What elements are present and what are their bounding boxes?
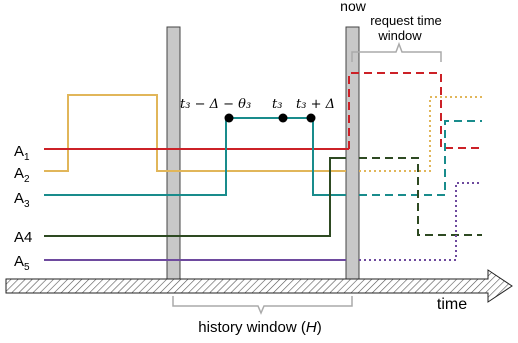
time-axis-label: time <box>437 296 467 313</box>
event-dot-mid <box>278 113 288 123</box>
t-left-label: t₃ − Δ − θ₃ <box>180 97 251 112</box>
t-right-label: t₃ + Δ <box>296 97 335 112</box>
series-a4-line <box>44 157 346 237</box>
series-a5-future <box>359 182 482 261</box>
series-label-a4: A4 <box>14 229 32 246</box>
now-label: now <box>340 0 367 14</box>
request-window-label-2: window <box>377 28 422 43</box>
series-label-a5: A5 <box>14 253 30 273</box>
series-label-a1: A1 <box>14 143 30 163</box>
series-a2-line <box>44 94 346 172</box>
request-window-label-1: request time <box>370 13 442 28</box>
series-a2-future <box>359 96 482 172</box>
series-a3-line <box>44 117 346 196</box>
series-label-a3: A3 <box>14 190 30 210</box>
history-start-bar <box>166 26 181 280</box>
series-a4-future <box>359 157 482 236</box>
series-label-a2: A2 <box>14 165 30 185</box>
series-a1-future <box>348 72 482 149</box>
request-window-brace <box>351 41 442 62</box>
history-window-brace <box>172 296 353 315</box>
event-dot-left <box>224 113 234 123</box>
event-dot-right <box>306 113 316 123</box>
time-axis-arrow <box>5 269 513 303</box>
series-a3-future <box>359 120 482 196</box>
now-bar <box>345 26 360 280</box>
t-mid-label: t₃ <box>272 97 282 112</box>
history-window-label: history window (H) <box>198 319 321 336</box>
